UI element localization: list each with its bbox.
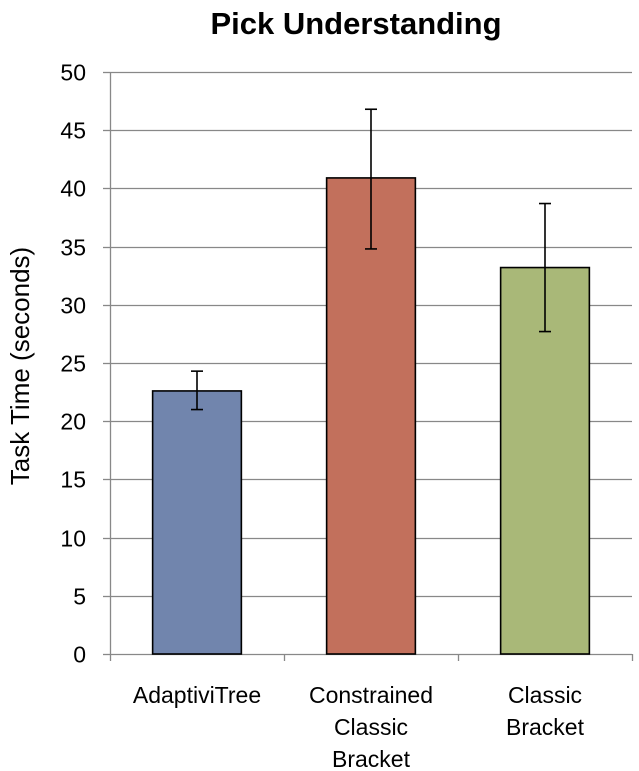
y-tick-label: 20 — [60, 409, 86, 435]
y-tick-label: 15 — [60, 467, 86, 493]
y-axis-label: Task Time (seconds) — [5, 247, 35, 485]
y-tick-label: 25 — [60, 351, 86, 377]
y-tick-label: 35 — [60, 235, 86, 261]
error-bars — [191, 108, 551, 411]
x-tick-label-line: Bracket — [506, 714, 585, 740]
y-tick-labels: 0 5 10 15 20 25 30 35 40 45 50 — [60, 60, 86, 668]
x-tick-label-line: AdaptiviTree — [133, 682, 261, 708]
y-tick-label: 40 — [60, 176, 86, 202]
y-tick-label: 0 — [73, 642, 86, 668]
bar — [151, 390, 243, 655]
bar — [325, 177, 417, 655]
x-tick-label: Constrained Classic Bracket — [309, 682, 433, 771]
x-tick-label-line: Classic — [508, 682, 582, 708]
x-tick-label: Classic Bracket — [506, 682, 585, 740]
chart-title: Pick Understanding — [210, 6, 501, 41]
y-tick-label: 45 — [60, 118, 86, 144]
y-tick-label: 5 — [73, 584, 86, 610]
x-tick-label: AdaptiviTree — [133, 682, 261, 708]
y-tick-label: 10 — [60, 526, 86, 552]
bars — [151, 177, 591, 655]
x-tick-label-line: Bracket — [332, 746, 411, 771]
x-tick-label-line: Classic — [334, 714, 408, 740]
x-tick-label-line: Constrained — [309, 682, 433, 708]
x-tick-labels: AdaptiviTree Constrained Classic BracketCla… — [133, 682, 585, 771]
y-tick-label: 50 — [60, 60, 86, 86]
y-tick-label: 30 — [60, 293, 86, 319]
